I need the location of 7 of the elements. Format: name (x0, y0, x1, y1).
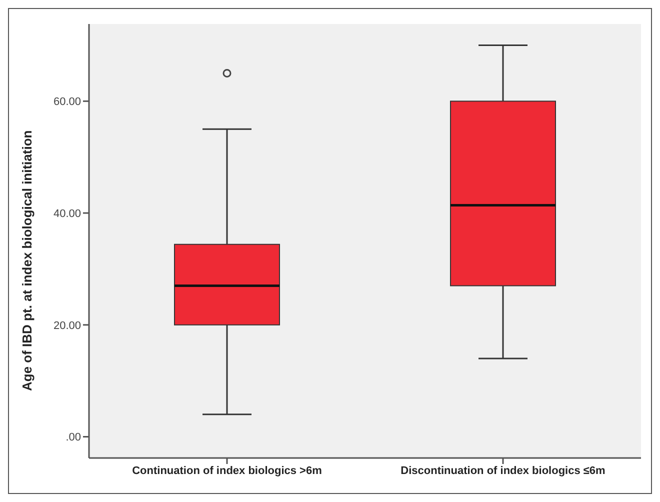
x-tick-label: Continuation of index biologics >6m (132, 464, 322, 477)
x-tick-label: Discontinuation of index biologics ≤6m (400, 464, 606, 477)
y-tick-label: .00 (66, 432, 81, 444)
y-tick-label: 60.00 (53, 96, 81, 108)
y-tick-label: 40.00 (53, 208, 81, 220)
y-tick-label: 20.00 (53, 320, 81, 332)
y-axis-title: Age of IBD pt. at index biological initiation (20, 130, 35, 391)
